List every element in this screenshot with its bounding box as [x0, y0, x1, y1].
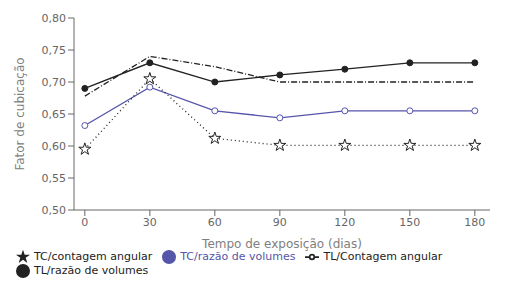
- svg-text:0,75: 0,75: [42, 44, 67, 57]
- svg-text:0,50: 0,50: [42, 204, 67, 217]
- html-text:TC/razão de volumes: TC/razão de volumes: [180, 250, 296, 263]
- svg-text:0,70: 0,70: [42, 76, 67, 89]
- svg-text:0: 0: [81, 216, 88, 229]
- svg-text:Fator de cubicação: Fator de cubicação: [13, 57, 27, 170]
- svg-text:Tempo de exposição (dias): Tempo de exposição (dias): [201, 237, 362, 251]
- svg-text:90: 90: [273, 216, 287, 229]
- svg-text:150: 150: [399, 216, 420, 229]
- svg-text:180: 180: [464, 216, 485, 229]
- svg-text:120: 120: [334, 216, 355, 229]
- html-text:TL/razão de volumes: TL/razão de volumes: [34, 264, 149, 277]
- svg-text:30: 30: [143, 216, 157, 229]
- svg-text:0,65: 0,65: [42, 108, 67, 121]
- svg-text:0,80: 0,80: [42, 12, 67, 25]
- svg-text:0,60: 0,60: [42, 140, 67, 153]
- html-text:TC/contagem angular: TC/contagem angular: [34, 250, 153, 263]
- svg-text:60: 60: [208, 216, 222, 229]
- html-text:TL/Contagem angular: TL/Contagem angular: [323, 250, 443, 263]
- svg-text:0,55: 0,55: [42, 172, 67, 185]
